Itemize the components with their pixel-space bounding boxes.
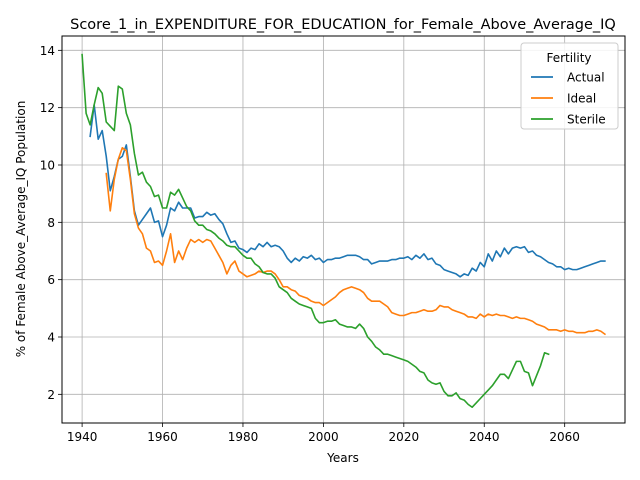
legend: Fertility Actual Ideal Sterile	[520, 42, 619, 130]
y-tick-label: 12	[40, 101, 55, 115]
series-line-ideal	[105, 147, 607, 336]
legend-title: Fertility	[546, 51, 591, 65]
series-line-sterile	[81, 53, 550, 409]
chart-title: Score_1_in_EXPENDITURE_FOR_EDUCATION_for…	[70, 17, 616, 33]
legend-label-ideal: Ideal	[567, 92, 596, 106]
legend-label-actual: Actual	[567, 71, 605, 85]
series-line-actual	[89, 104, 606, 278]
y-tick-label: 10	[40, 159, 55, 173]
x-axis-label: Years	[326, 451, 359, 465]
grid	[62, 36, 625, 423]
legend-box	[520, 42, 619, 130]
x-tick-label: 2060	[549, 430, 580, 444]
axis-ticks: 1940 1960 1980 2000 2020 2040 2060 2 4 6 8 10 12 14	[40, 44, 580, 444]
x-tick-label: 1940	[67, 430, 98, 444]
y-tick-label: 8	[47, 216, 55, 230]
x-tick-label: 1980	[228, 430, 259, 444]
y-axis-label: % of Female Above_Average_IQ Population	[14, 101, 28, 358]
y-tick-label: 2	[47, 388, 55, 402]
x-tick-label: 2020	[389, 430, 420, 444]
series-lines	[81, 53, 607, 409]
y-tick-label: 6	[47, 273, 55, 287]
x-tick-label: 2040	[469, 430, 500, 444]
legend-label-sterile: Sterile	[567, 113, 606, 127]
y-tick-label: 4	[47, 331, 55, 345]
x-tick-label: 2000	[308, 430, 339, 444]
plot-frame	[61, 35, 626, 424]
x-tick-label: 1960	[147, 430, 178, 444]
y-tick-label: 14	[40, 44, 55, 58]
